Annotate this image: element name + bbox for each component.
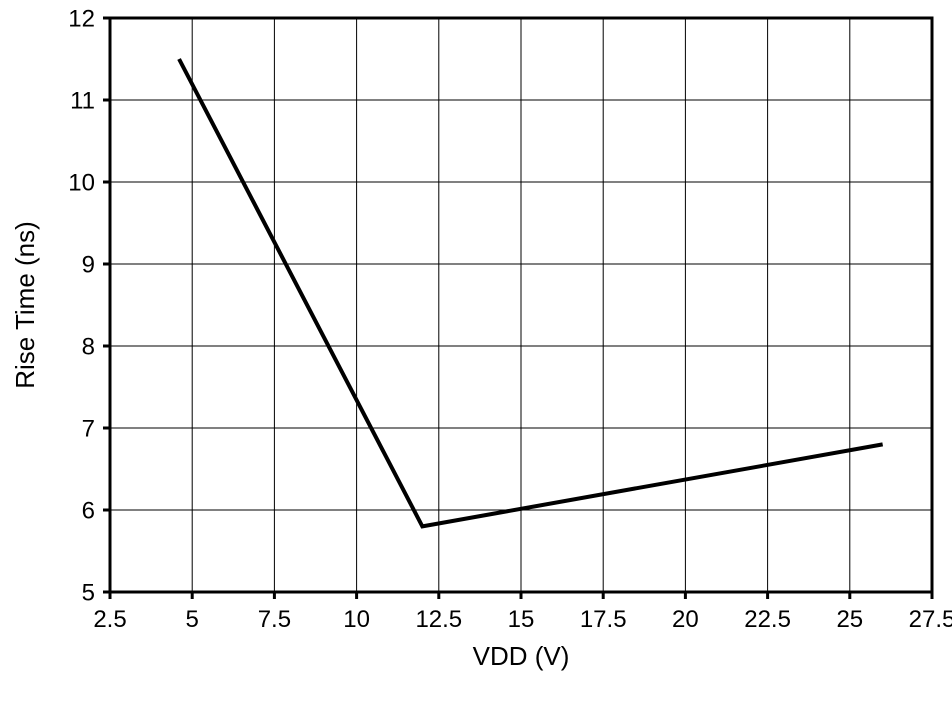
x-tick-label: 17.5 <box>580 606 627 633</box>
x-tick-label: 12.5 <box>415 606 462 633</box>
y-axis-label: Rise Time (ns) <box>10 221 40 389</box>
y-tick-label: 10 <box>68 169 95 196</box>
x-axis-label: VDD (V) <box>473 641 570 671</box>
y-tick-label: 11 <box>70 87 95 114</box>
rise-time-chart: 2.557.51012.51517.52022.52527.5567891011… <box>0 0 952 701</box>
x-tick-label: 25 <box>836 606 863 633</box>
chart-svg: 2.557.51012.51517.52022.52527.5567891011… <box>0 0 952 701</box>
x-tick-label: 10 <box>343 606 370 633</box>
x-tick-label: 2.5 <box>93 606 126 633</box>
y-tick-label: 8 <box>82 333 95 360</box>
y-tick-label: 7 <box>82 415 95 442</box>
x-tick-label: 15 <box>508 606 535 633</box>
y-tick-label: 5 <box>82 579 95 606</box>
y-tick-label: 12 <box>68 5 95 32</box>
x-tick-label: 7.5 <box>258 606 291 633</box>
x-tick-label: 27.5 <box>909 606 952 633</box>
x-tick-label: 20 <box>672 606 699 633</box>
x-tick-label: 5 <box>186 606 199 633</box>
x-tick-label: 22.5 <box>744 606 791 633</box>
y-tick-label: 9 <box>82 251 95 278</box>
y-tick-label: 6 <box>82 497 95 524</box>
